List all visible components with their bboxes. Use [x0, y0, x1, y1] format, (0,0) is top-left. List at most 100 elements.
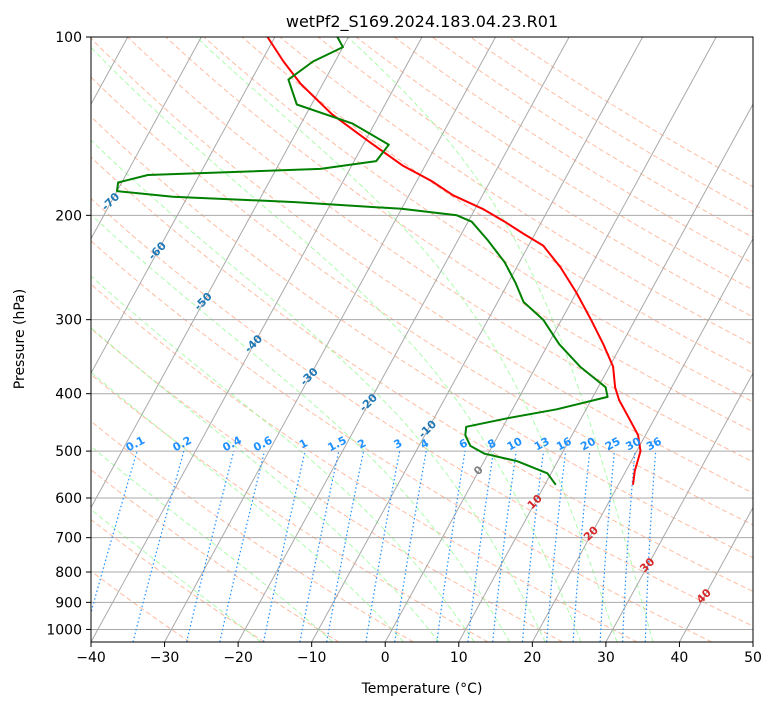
x-tick-label: 50	[744, 650, 762, 666]
x-tick-label: 30	[597, 650, 615, 666]
isotherm-annotation: 40	[694, 586, 714, 606]
mixing-ratio-label: 30	[623, 435, 643, 454]
dry-adiabat	[91, 283, 638, 642]
moist-adiabat	[91, 509, 262, 642]
mixing-ratio-line	[186, 450, 235, 642]
y-tick-label: 600	[55, 491, 82, 507]
isotherm-annotation: -30	[298, 365, 321, 388]
isotherm-line	[458, 103, 753, 642]
mixing-ratio-line	[262, 450, 306, 642]
mixing-ratio-label: 1	[297, 436, 310, 451]
moist-adiabat	[91, 445, 334, 642]
y-tick-label: 100	[55, 30, 82, 46]
isotherm-annotation: -10	[416, 417, 439, 440]
moist-adiabat	[347, 37, 654, 642]
plot-area: -100-90-80-70-60-50-40-30-20-10010203040…	[54, 37, 753, 642]
mixing-ratio-label: 13	[532, 435, 552, 454]
x-axis-label: Temperature (°C)	[361, 681, 483, 697]
mixing-ratio-label: 25	[603, 435, 623, 454]
isotherm-annotation: -70	[99, 190, 122, 213]
moist-adiabat	[195, 37, 618, 642]
dry-adiabat	[91, 518, 265, 642]
dry-adiabat	[91, 197, 753, 627]
dry-adiabat	[91, 156, 753, 593]
dry-adiabat	[127, 37, 753, 463]
mixing-ratio-label: 10	[505, 435, 525, 454]
isotherm-line	[531, 237, 753, 642]
mixing-ratio-line	[572, 451, 591, 642]
moist-adiabat	[91, 275, 475, 642]
y-tick-label: 700	[55, 531, 82, 547]
mixing-ratio-label: 4	[418, 436, 431, 451]
x-tick-label: 20	[523, 650, 541, 666]
mixing-ratio-label: 36	[644, 435, 664, 454]
moist-adiabat	[91, 46, 582, 642]
mixing-ratio-lines	[91, 450, 657, 642]
isotherm-line	[237, 37, 570, 642]
y-tick-label: 400	[55, 387, 82, 403]
isotherm-annotation: -20	[357, 391, 380, 414]
mixing-ratio-label: 16	[554, 435, 574, 454]
isotherm-annotation: 0	[471, 463, 486, 478]
mixing-ratio-line	[91, 450, 138, 615]
profile-series	[116, 37, 642, 486]
x-tick-label: 0	[381, 650, 390, 666]
mixing-ratio-line	[492, 451, 517, 642]
x-tick-label: −40	[76, 650, 106, 666]
plot-frame	[90, 36, 754, 643]
isotherm-line	[311, 37, 644, 642]
x-tick-label: −30	[150, 650, 180, 666]
moist-adiabat	[91, 213, 511, 642]
isotherm-line	[91, 37, 276, 375]
mixing-ratio-label: 20	[578, 435, 598, 454]
dry-adiabat	[432, 37, 753, 238]
isotherm-line	[91, 37, 423, 642]
isotherm-grid	[91, 37, 753, 642]
mixing-ratio-line	[132, 450, 185, 642]
dry-adiabat	[91, 240, 713, 642]
mixing-ratio-line	[521, 451, 545, 642]
isotherm-line	[91, 37, 349, 509]
mixing-ratio-line	[546, 451, 567, 642]
dry-adiabat	[91, 373, 489, 642]
dry-adiabat	[91, 37, 753, 494]
moist-adiabat	[91, 326, 440, 642]
dry-adiabat	[91, 328, 563, 642]
pressure-grid	[91, 37, 753, 630]
y-tick-label: 200	[55, 208, 82, 224]
moist-adiabats	[91, 37, 654, 642]
mixing-ratio-line	[436, 451, 466, 642]
x-tick-label: −10	[297, 650, 327, 666]
moist-adiabat	[91, 139, 546, 642]
isotherm-line	[752, 640, 753, 642]
y-tick-label: 1000	[46, 622, 82, 638]
isotherm-annotation: -40	[242, 332, 265, 355]
dry-adiabat	[317, 37, 753, 318]
dry-adiabat	[91, 570, 190, 642]
y-tick-label: 900	[55, 595, 82, 611]
y-axis-label: Pressure (hPa)	[12, 289, 28, 389]
isotherm-line	[605, 372, 753, 642]
y-axis-ticks: 1000 900 800 700 600 500 400 300 200 100	[46, 30, 91, 638]
dry-adiabat	[91, 116, 753, 559]
mixing-ratio-line	[219, 450, 266, 642]
isotherm-line	[384, 37, 717, 642]
dry-adiabat	[241, 37, 753, 374]
x-axis-ticks: −40 −30 −20 −10 0 10 20 30 40 50	[76, 642, 762, 666]
isotherm-line	[679, 506, 753, 642]
isotherm-line	[164, 37, 496, 642]
mixing-ratio-line	[467, 451, 495, 642]
isotherm-annotation: -80	[54, 138, 77, 161]
mixing-ratio-label: 3	[392, 436, 405, 451]
y-tick-label: 300	[55, 313, 82, 329]
chart-title: wetPf2_S169.2024.183.04.23.R01	[286, 12, 558, 32]
dry-adiabats	[91, 37, 753, 642]
dry-adiabat	[279, 37, 753, 346]
isotherm-annotation: -50	[192, 290, 215, 313]
isotherm-annotation: -60	[146, 239, 169, 262]
moist-adiabat	[91, 371, 404, 642]
dry-adiabat	[91, 469, 340, 642]
x-tick-label: −20	[223, 650, 253, 666]
